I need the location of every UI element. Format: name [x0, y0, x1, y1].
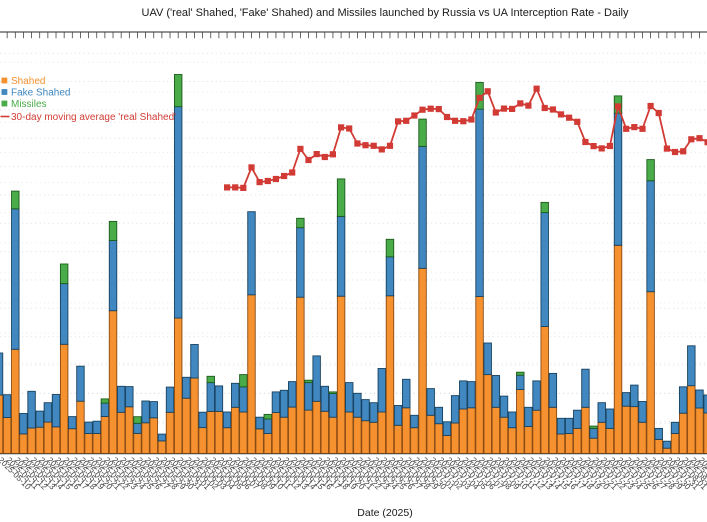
svg-text:30-day moving average 'real Sh: 30-day moving average 'real Shahed'	[11, 112, 176, 123]
svg-text:Missiles: Missiles	[11, 99, 47, 110]
svg-text:Shahed: Shahed	[11, 76, 45, 87]
svg-text:Date (2025): Date (2025)	[357, 507, 412, 519]
svg-text:UAV ('real' Shahed, 'Fake' Sha: UAV ('real' Shahed, 'Fake' Shahed) and M…	[142, 7, 629, 19]
svg-text:Fake Shahed: Fake Shahed	[11, 88, 71, 99]
